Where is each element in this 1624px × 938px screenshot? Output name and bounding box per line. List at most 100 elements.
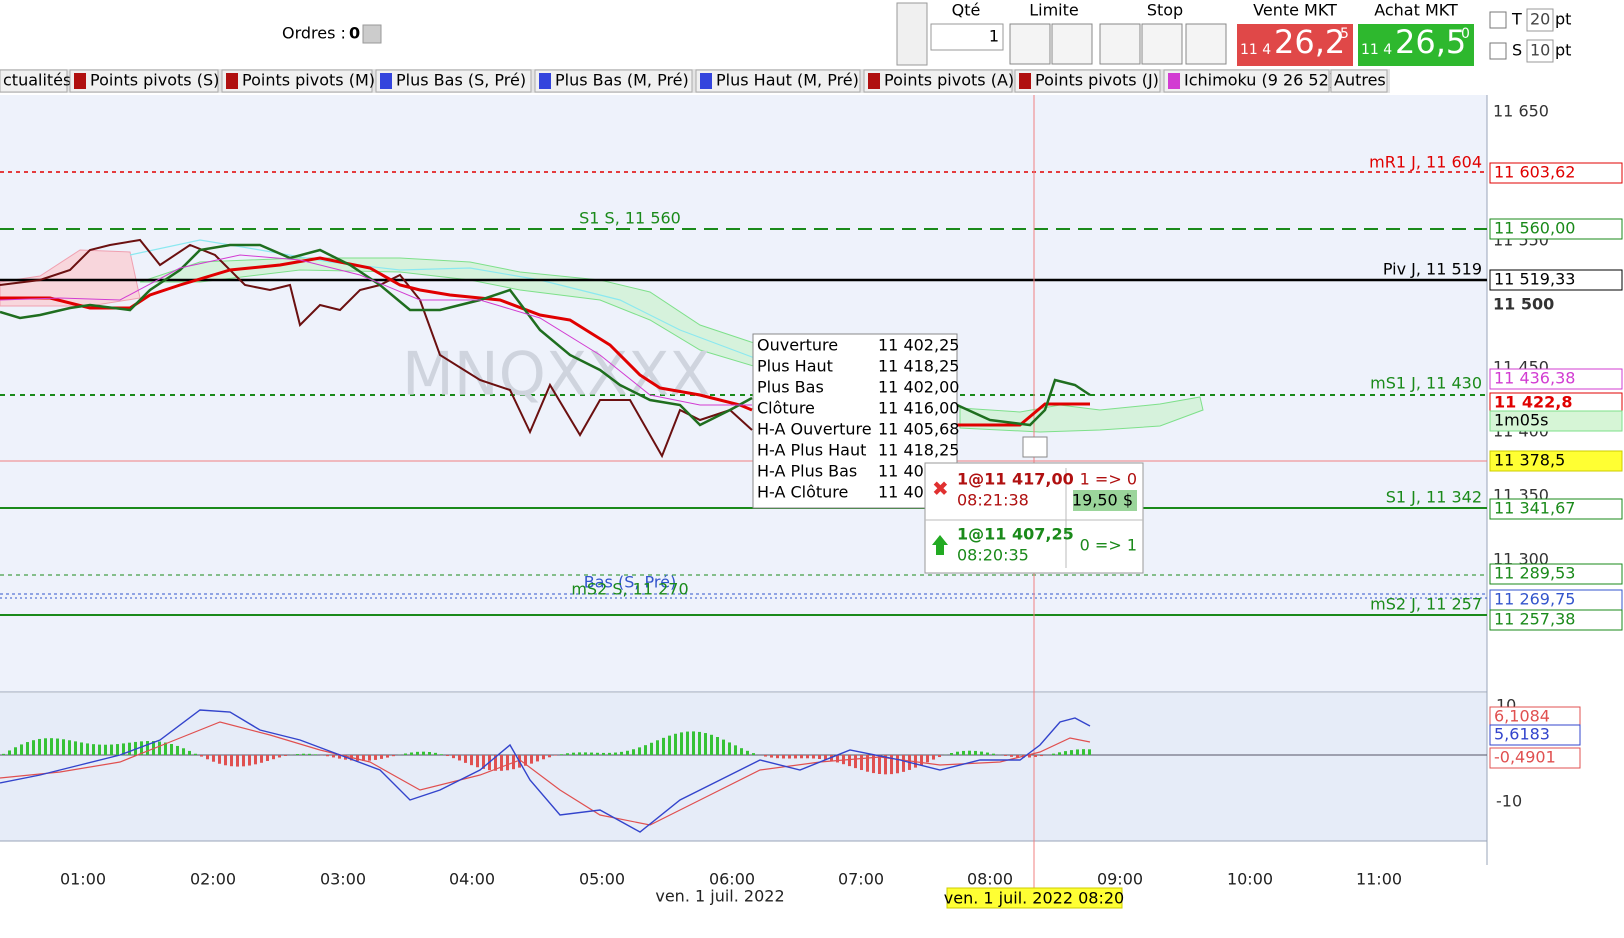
indicator-tab[interactable]	[695, 69, 861, 93]
checkbox[interactable]	[1489, 11, 1507, 29]
tools-button[interactable]	[896, 2, 928, 66]
histogram-bar	[692, 731, 695, 755]
histogram-bar	[278, 755, 281, 758]
histogram-bar	[854, 755, 857, 769]
histogram-bar	[794, 755, 797, 759]
histogram-bar	[872, 755, 875, 774]
histogram-bar	[56, 738, 59, 755]
histogram-bar	[1088, 749, 1091, 755]
limit-label: Limite	[1029, 1, 1079, 20]
indicator-tab[interactable]	[1163, 69, 1330, 93]
tab-label: Autres	[1334, 71, 1386, 90]
trade-order: 1@11 417,00	[957, 470, 1074, 489]
histogram-bar	[596, 752, 599, 755]
histogram-bar	[8, 750, 11, 755]
opt-unit: pt	[1555, 41, 1571, 60]
histogram-bar	[812, 755, 815, 759]
indicator-tab[interactable]	[1330, 69, 1388, 93]
indicator-tab[interactable]	[0, 69, 68, 93]
price-line	[0, 243, 753, 427]
histogram-bar	[308, 753, 311, 755]
indicator-tab[interactable]	[69, 69, 219, 93]
histogram-bar	[752, 753, 755, 755]
buy-button[interactable]	[1358, 24, 1474, 66]
tab-label: Points pivots (M)	[242, 71, 375, 90]
histogram-bar	[122, 743, 125, 755]
price-tag-box	[1489, 368, 1623, 390]
histogram-bar	[458, 755, 461, 761]
oscillator-panel	[0, 693, 1487, 841]
oscillator-axis-label: -10	[1496, 792, 1522, 811]
histogram-bar	[698, 731, 701, 755]
histogram-bar	[1040, 755, 1043, 757]
histogram-bar	[98, 744, 101, 755]
histogram-bar	[20, 744, 23, 755]
tooltip-value: 11 402,00	[878, 378, 959, 397]
order-button[interactable]	[1099, 23, 1141, 65]
indicator-tab[interactable]	[1014, 69, 1161, 93]
histogram-bar	[14, 747, 17, 755]
tooltip-value: 11 405,68	[878, 420, 959, 439]
histogram-bar	[206, 755, 209, 760]
histogram-bar	[974, 750, 977, 755]
indicator-tab[interactable]	[221, 69, 373, 93]
tab-label: Points pivots (J)	[1035, 71, 1159, 90]
order-button[interactable]	[1009, 23, 1051, 65]
histogram-bar	[782, 755, 785, 759]
histogram-bar	[194, 753, 197, 755]
checkbox[interactable]	[1489, 42, 1507, 60]
chart-layers: MNQXXXX mR1 J, 11 604 S1 S, 11 560 Piv J, 1…	[0, 0, 1624, 909]
order-button[interactable]	[1185, 23, 1227, 65]
order-button[interactable]	[1051, 23, 1093, 65]
trade-pnl: 19,50 $	[1072, 491, 1133, 510]
histogram-bar	[470, 755, 473, 766]
histogram-bar	[506, 755, 509, 771]
histogram-bar	[686, 731, 689, 755]
price-axis-label: 11 500	[1493, 295, 1554, 314]
opt-input[interactable]	[1526, 39, 1554, 63]
histogram-bar	[110, 744, 113, 755]
opt-input[interactable]	[1526, 8, 1554, 32]
histogram-bar	[656, 740, 659, 755]
indicator-tab[interactable]	[534, 69, 693, 93]
indicator-tab[interactable]	[863, 69, 1013, 93]
order-button[interactable]	[1141, 23, 1183, 65]
buy-icon	[932, 535, 948, 555]
orders-close[interactable]	[362, 24, 382, 44]
histogram-bar	[992, 753, 995, 755]
indicator-tab[interactable]	[375, 69, 532, 93]
histogram-bar	[62, 739, 65, 755]
histogram-bar	[956, 751, 959, 755]
level-label: Bas (S, Pré)	[584, 573, 676, 592]
time-label: 01:00	[60, 870, 106, 889]
histogram-bar	[950, 753, 953, 755]
osc-tag-box	[1489, 724, 1581, 746]
histogram-bar	[380, 755, 383, 759]
histogram-bar	[878, 755, 881, 774]
trade-arrow-icon	[1022, 436, 1048, 458]
qty-input[interactable]	[930, 23, 1004, 51]
histogram-bar	[818, 755, 821, 759]
histogram-bar	[410, 752, 413, 755]
histogram-bar	[626, 750, 629, 755]
histogram-bar	[446, 755, 449, 757]
histogram-bar	[668, 735, 671, 755]
histogram-bar	[710, 734, 713, 755]
histogram-bar	[536, 755, 539, 762]
trade-position: 0 => 1	[1080, 536, 1137, 555]
histogram-bar	[986, 752, 989, 755]
time-label: 05:00	[579, 870, 625, 889]
close-icon: ✖	[932, 477, 949, 501]
histogram-bar	[1010, 755, 1013, 757]
histogram-bar	[764, 755, 767, 757]
histogram-bar	[836, 755, 839, 763]
buy-prefix: 11 4	[1361, 42, 1392, 58]
histogram-bar	[314, 754, 317, 755]
time-label: 03:00	[320, 870, 366, 889]
opt-unit: pt	[1555, 10, 1571, 29]
histogram-bar	[728, 742, 731, 755]
sell-button[interactable]	[1237, 24, 1353, 66]
histogram-bar	[464, 755, 467, 763]
histogram-bar	[620, 751, 623, 755]
tab-label: Plus Bas (M, Pré)	[555, 71, 689, 90]
